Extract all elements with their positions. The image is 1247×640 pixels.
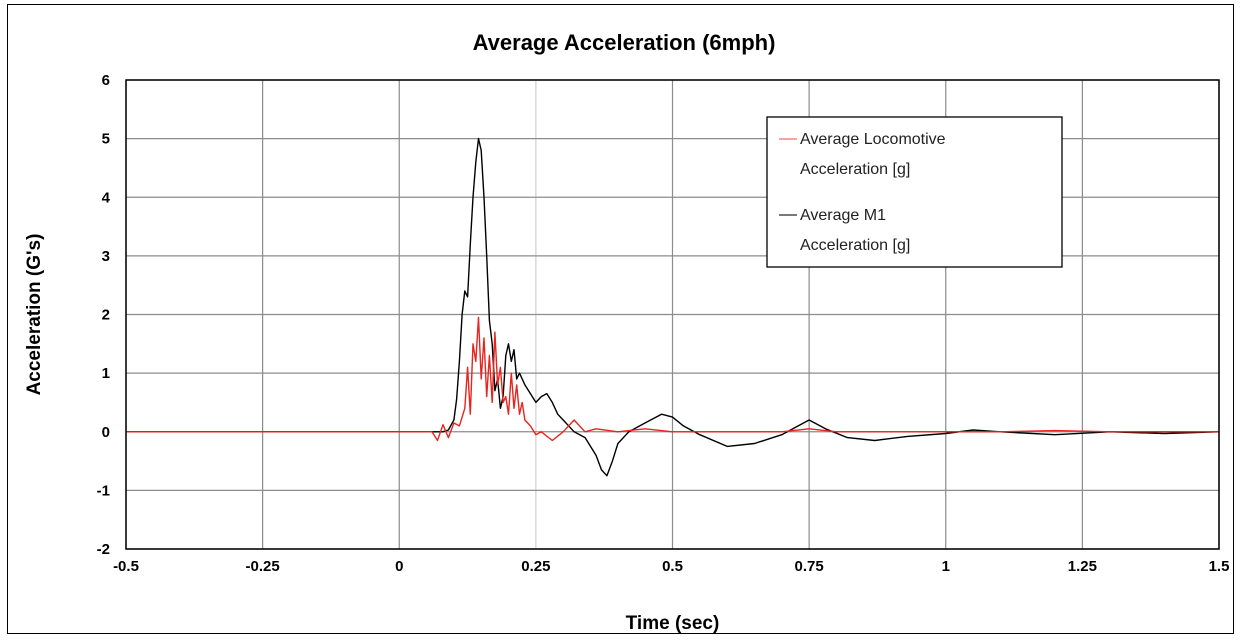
x-tick-label: 1.25 <box>1068 558 1097 575</box>
y-axis-ticks: -2 -1 0 1 2 3 4 5 6 <box>97 72 111 558</box>
legend-entry-text: Average Locomotive <box>800 131 946 148</box>
x-tick-label: 0.25 <box>521 558 550 575</box>
y-tick-label: -1 <box>97 482 110 499</box>
legend: Average Locomotive Acceleration [g] Averag… <box>766 116 1063 268</box>
y-tick-label: 0 <box>102 424 110 441</box>
y-axis-title: Acceleration (G's) <box>24 234 45 396</box>
y-tick-label: 2 <box>102 307 110 324</box>
plot-area-border <box>125 79 1220 550</box>
series-line-m1 <box>126 137 1220 477</box>
y-tick-label: 5 <box>102 131 110 148</box>
series-layer <box>126 137 1220 477</box>
legend-entry-text: Acceleration [g] <box>800 237 910 254</box>
y-tick-label: -2 <box>97 541 110 558</box>
x-axis-title: Time (sec) <box>626 613 720 634</box>
y-tick-label: 3 <box>102 248 110 265</box>
x-tick-label: 1.5 <box>1209 558 1230 575</box>
series-line-locomotive <box>126 316 1219 442</box>
x-tick-label: 0.5 <box>662 558 683 575</box>
chart-title: Average Acceleration (6mph) <box>473 30 776 55</box>
y-tick-label: 4 <box>102 189 111 206</box>
x-tick-label: 1 <box>942 558 950 575</box>
chart-frame <box>7 4 1234 634</box>
legend-entry-text: Average M1 <box>800 207 886 224</box>
legend-entry-text: Acceleration [g] <box>800 161 910 178</box>
y-tick-label: 6 <box>102 72 110 89</box>
x-tick-label: 0.75 <box>795 558 824 575</box>
legend-box <box>766 116 1063 268</box>
x-tick-label: -0.25 <box>246 558 280 575</box>
x-tick-label: 0 <box>395 558 403 575</box>
x-axis-ticks: -0.5 -0.25 0 0.25 0.5 0.75 1 1.25 1.5 <box>113 558 1229 575</box>
y-tick-label: 1 <box>102 365 110 382</box>
x-tick-label: -0.5 <box>113 558 139 575</box>
